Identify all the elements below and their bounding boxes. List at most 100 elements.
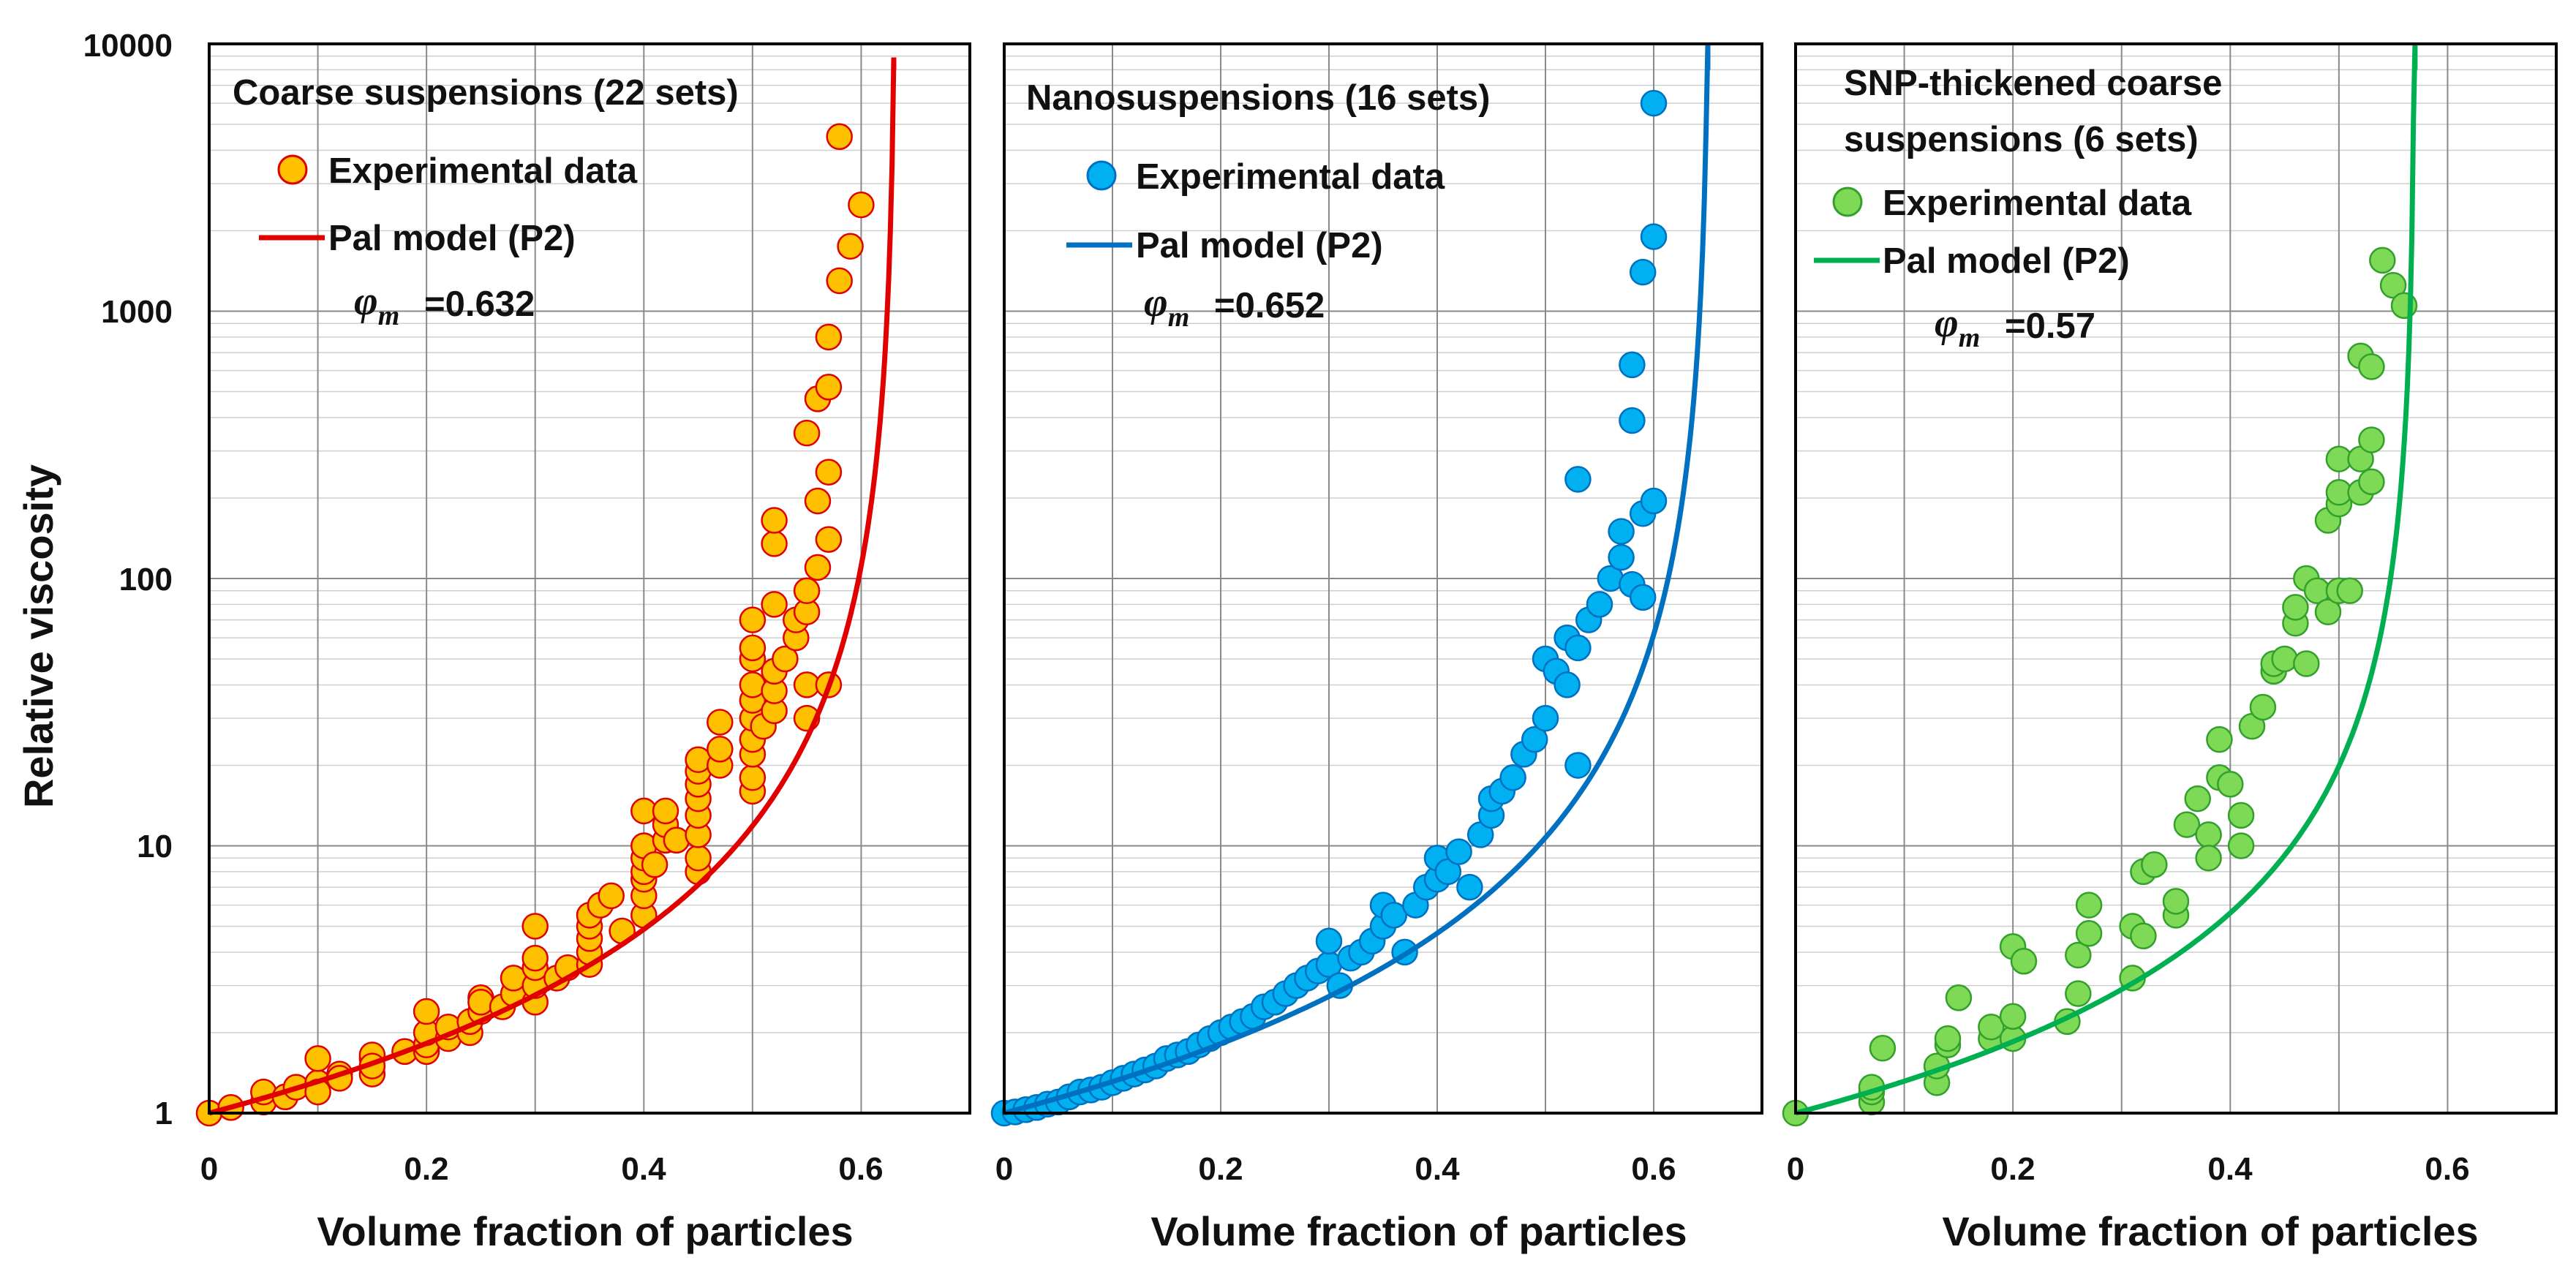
legend-marker xyxy=(1086,160,1117,191)
pal-model-line xyxy=(1003,43,1711,1116)
data-point xyxy=(1315,927,1343,955)
data-point xyxy=(2141,851,2168,878)
x-tick-label: 0 xyxy=(200,1151,218,1187)
x-tick-labels: 0 0.2 0.4 0.6 xyxy=(995,1151,1676,1187)
data-point xyxy=(804,487,832,515)
data-point xyxy=(521,913,549,940)
data-point xyxy=(2271,645,2298,673)
x-tick-label: 0.2 xyxy=(1198,1151,1243,1187)
data-point xyxy=(1586,591,1613,618)
data-point xyxy=(2227,832,2255,859)
data-point xyxy=(772,645,799,673)
data-point xyxy=(1934,1025,1962,1052)
data-point xyxy=(1564,466,1592,493)
data-point xyxy=(815,323,843,351)
data-point xyxy=(2314,598,2342,625)
x-tick-label: 0.6 xyxy=(2425,1151,2469,1187)
data-point xyxy=(2379,271,2407,299)
phi-m-label: =0.57 xyxy=(2005,306,2095,346)
legend-scatter-label: Experimental data xyxy=(328,151,638,191)
legend-marker xyxy=(1832,186,1863,217)
legend-scatter-label: Experimental data xyxy=(1136,157,1445,197)
experimental-data-series xyxy=(990,89,1668,1127)
experimental-data-series xyxy=(1782,246,2418,1127)
x-tick-labels: 0 0.2 0.4 0.6 xyxy=(1787,1151,2470,1187)
data-point xyxy=(1999,1003,2027,1030)
data-point xyxy=(1945,984,1973,1011)
x-tick-label: 0.2 xyxy=(404,1151,448,1187)
x-tick-label: 0.6 xyxy=(1631,1151,1676,1187)
data-point xyxy=(848,191,875,219)
data-point xyxy=(707,709,734,736)
panel-nanosuspensions: 0 0.2 0.4 0.6 Volume fraction of particl… xyxy=(990,42,1763,1254)
data-point xyxy=(1564,634,1592,662)
data-point xyxy=(1629,584,1657,611)
data-point xyxy=(641,851,669,878)
data-point xyxy=(521,944,549,972)
data-point xyxy=(2195,821,2222,848)
x-tick-label: 0 xyxy=(1787,1151,1804,1187)
panel-title: Nanosuspensions (16 sets) xyxy=(1026,78,1490,118)
data-point xyxy=(2184,785,2211,813)
data-point xyxy=(467,989,494,1016)
legend-scatter-label: Experimental data xyxy=(1883,184,2192,223)
data-point xyxy=(663,826,690,854)
y-tick-label: 1 xyxy=(155,1096,173,1131)
x-tick-label: 0.4 xyxy=(1415,1151,1460,1187)
data-point xyxy=(761,591,788,618)
data-point xyxy=(1521,725,1548,753)
x-tick-labels: 0 0.2 0.4 0.6 xyxy=(200,1151,884,1187)
data-point xyxy=(2162,888,2190,915)
data-point xyxy=(304,1045,331,1072)
phi-m-label: =0.632 xyxy=(424,284,535,324)
panel-snp-thickened: 0 0.2 0.4 0.6 Volume fraction of particl… xyxy=(1782,42,2558,1254)
data-point xyxy=(761,507,788,534)
x-tick-label: 0.4 xyxy=(621,1151,666,1187)
legend-line-label: Pal model (P2) xyxy=(328,219,576,258)
data-point xyxy=(598,882,625,910)
data-point xyxy=(1640,89,1668,117)
legend-line-label: Pal model (P2) xyxy=(1883,241,2130,281)
y-tick-label: 1000 xyxy=(101,294,173,330)
data-point xyxy=(1553,671,1581,698)
data-point xyxy=(1619,351,1646,379)
data-point xyxy=(2282,594,2309,621)
data-point xyxy=(2206,725,2233,753)
plot-frame xyxy=(1003,42,1763,1115)
data-point xyxy=(739,764,767,791)
data-point xyxy=(2249,693,2277,721)
data-point xyxy=(2227,802,2255,829)
data-point xyxy=(2358,468,2385,496)
data-point xyxy=(1532,704,1559,732)
data-point xyxy=(815,526,843,553)
data-point xyxy=(761,530,788,557)
pal-model-line xyxy=(208,57,897,1116)
data-point xyxy=(707,736,734,763)
data-point xyxy=(2010,948,2038,975)
pal-model-line xyxy=(1795,43,2418,1116)
phi-symbol: φm xyxy=(1935,301,1980,353)
data-point xyxy=(1445,838,1472,865)
data-point xyxy=(685,844,712,872)
data-point xyxy=(826,267,853,295)
data-point xyxy=(815,459,843,486)
data-point xyxy=(2130,922,2157,950)
data-point xyxy=(1608,518,1635,545)
data-point xyxy=(815,374,843,401)
data-point xyxy=(2217,771,2244,798)
phi-symbol: φm xyxy=(354,279,399,331)
plot-frame xyxy=(1794,42,2558,1115)
phi-symbol: φm xyxy=(1144,280,1189,333)
data-point xyxy=(1869,1034,1897,1062)
y-tick-labels: 1 10 100 1000 10000 xyxy=(83,28,173,1131)
panel-title-line-2: suspensions (6 sets) xyxy=(1844,120,2199,159)
data-point xyxy=(413,998,440,1025)
panel-coarse-suspensions: 0 0.2 0.4 0.6 Volume fraction of particl… xyxy=(195,42,971,1254)
data-point xyxy=(1456,873,1483,901)
x-axis-label: Volume fraction of particles xyxy=(1942,1208,2478,1254)
x-axis-label: Volume fraction of particles xyxy=(317,1208,853,1254)
y-tick-label: 10 xyxy=(137,829,173,864)
data-point xyxy=(1619,407,1646,434)
data-point xyxy=(804,554,832,581)
legend-line-label: Pal model (P2) xyxy=(1136,226,1383,265)
